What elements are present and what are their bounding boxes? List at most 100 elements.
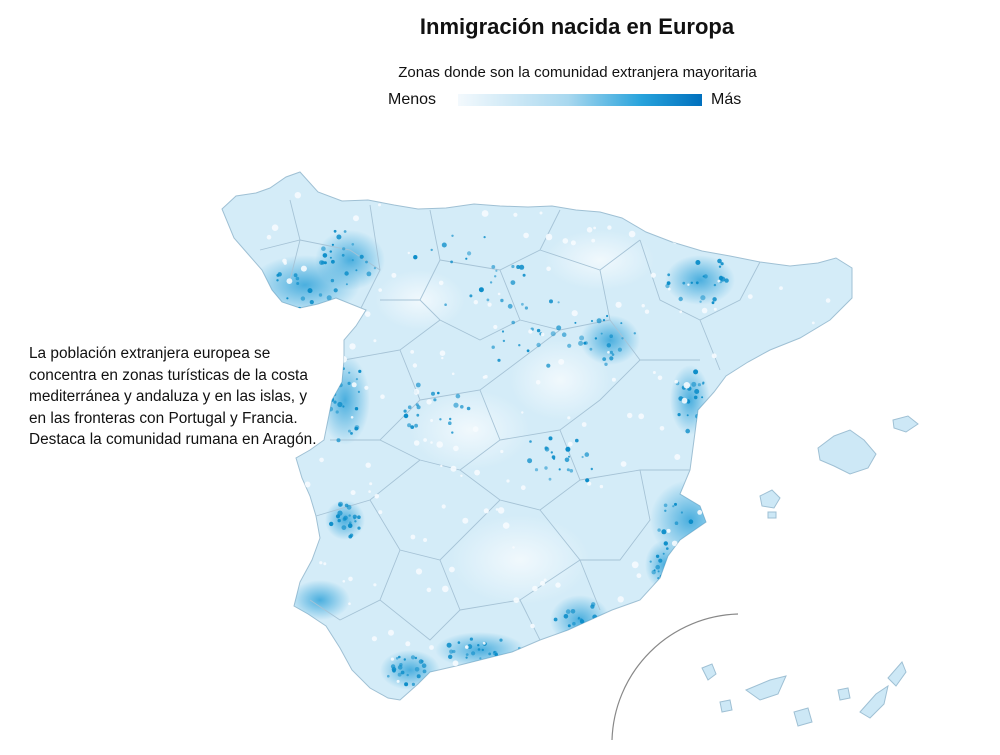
hotspot-dot: [486, 298, 490, 302]
hotspot-dot: [700, 414, 706, 419]
hotspot-dot: [581, 455, 584, 459]
hotspot-dot: [355, 378, 358, 381]
hotspot-dot: [338, 503, 342, 507]
hotspot-dot: [711, 504, 717, 510]
pale-dot: [274, 606, 278, 610]
hotspot-dot: [549, 299, 553, 304]
pale-dot: [530, 623, 535, 629]
pale-dot: [257, 566, 261, 570]
hotspot-dot: [699, 300, 702, 303]
hotspot-dot: [365, 260, 368, 264]
pale-dot: [378, 203, 381, 207]
hotspot-dot: [698, 492, 703, 497]
pale-dot: [364, 311, 371, 317]
hotspot-dot: [439, 418, 442, 421]
hotspot-dot: [494, 652, 498, 657]
pale-dot: [426, 399, 432, 405]
hotspot-dot: [705, 493, 710, 498]
pale-dot: [821, 256, 826, 261]
hotspot-dot: [548, 436, 553, 441]
pale-dot: [607, 351, 610, 354]
hotspot-dot: [357, 526, 361, 530]
hotspot-dot: [403, 658, 406, 661]
pale-dot: [259, 179, 263, 183]
hotspot-dot: [581, 631, 586, 636]
hotspot-dot: [685, 539, 689, 542]
hotspot-dot: [342, 405, 345, 408]
hotspot-dot: [551, 455, 556, 459]
hotspot-dot: [518, 344, 521, 347]
hotspot-dot: [712, 518, 717, 522]
pale-dot: [766, 615, 771, 619]
hotspot-dot: [457, 641, 461, 644]
hotspot-dot: [354, 426, 359, 431]
hotspot-dot: [491, 345, 495, 349]
pale-dot: [607, 225, 612, 230]
pale-dot: [748, 220, 751, 223]
pale-dot: [407, 251, 410, 255]
pale-dot: [388, 629, 394, 636]
hotspot-dot: [433, 398, 437, 402]
hotspot-dot: [403, 409, 407, 413]
hotspot-dot: [502, 339, 506, 343]
pale-dot: [380, 394, 385, 400]
pale-dot: [607, 203, 612, 208]
pale-dot: [717, 279, 721, 283]
hotspot-dot: [410, 655, 416, 660]
pale-dot: [808, 231, 814, 236]
pale-dot: [555, 582, 561, 588]
hotspot-dot: [511, 264, 515, 269]
hotspot-dot: [529, 440, 532, 443]
pale-dot: [757, 536, 761, 540]
hotspot-dot: [590, 604, 595, 609]
hotspot-dot: [358, 369, 362, 373]
pale-dot: [561, 674, 564, 678]
pale-dot: [825, 298, 831, 303]
hotspot-dot: [665, 283, 670, 289]
hotspot-dot: [416, 413, 420, 417]
hotspot-dot: [455, 393, 461, 399]
pale-dot: [413, 388, 420, 395]
hotspot-dot: [594, 337, 598, 340]
pale-dot: [571, 310, 578, 317]
pale-dot: [304, 644, 308, 648]
hotspot-dot: [688, 519, 694, 524]
pale-dot: [259, 494, 263, 499]
hotspot-dot: [526, 349, 530, 353]
hotspot-dot: [346, 504, 352, 510]
mainland-spain: [221, 171, 853, 701]
hotspot-dot: [398, 655, 401, 659]
hotspot-dot: [609, 334, 613, 339]
hotspot-dot: [571, 636, 574, 639]
hotspot-dot: [477, 648, 481, 651]
pale-dot: [724, 530, 729, 534]
hotspot-dot: [343, 515, 348, 520]
hotspot-dot: [580, 636, 583, 639]
pale-dot: [811, 321, 815, 325]
pale-dot: [528, 329, 533, 334]
hotspot-dot: [691, 381, 697, 387]
pale-dot: [368, 490, 371, 493]
hotspot-dot: [404, 682, 409, 687]
pale-dot: [278, 641, 285, 649]
hotspot-dot: [550, 451, 553, 454]
hotspot-dot: [337, 518, 341, 523]
hotspot-dot: [565, 446, 571, 452]
pale-dot: [429, 645, 434, 650]
hotspot-dot: [712, 297, 717, 302]
hotspot-dot: [357, 390, 360, 393]
pale-dot: [294, 192, 301, 199]
pale-dot: [705, 549, 709, 553]
hotspot-dot: [563, 614, 569, 619]
hotspot-dot: [501, 330, 505, 333]
pale-dot: [439, 350, 446, 357]
pale-dot: [300, 265, 307, 272]
hotspot-dot: [415, 382, 421, 388]
pale-dot: [769, 462, 774, 468]
pale-dot: [628, 230, 636, 238]
pale-dot: [769, 469, 775, 475]
hotspot-dot: [609, 350, 614, 354]
pale-dot: [317, 410, 325, 417]
pale-dot: [709, 450, 713, 454]
hotspot-dot: [561, 332, 567, 338]
